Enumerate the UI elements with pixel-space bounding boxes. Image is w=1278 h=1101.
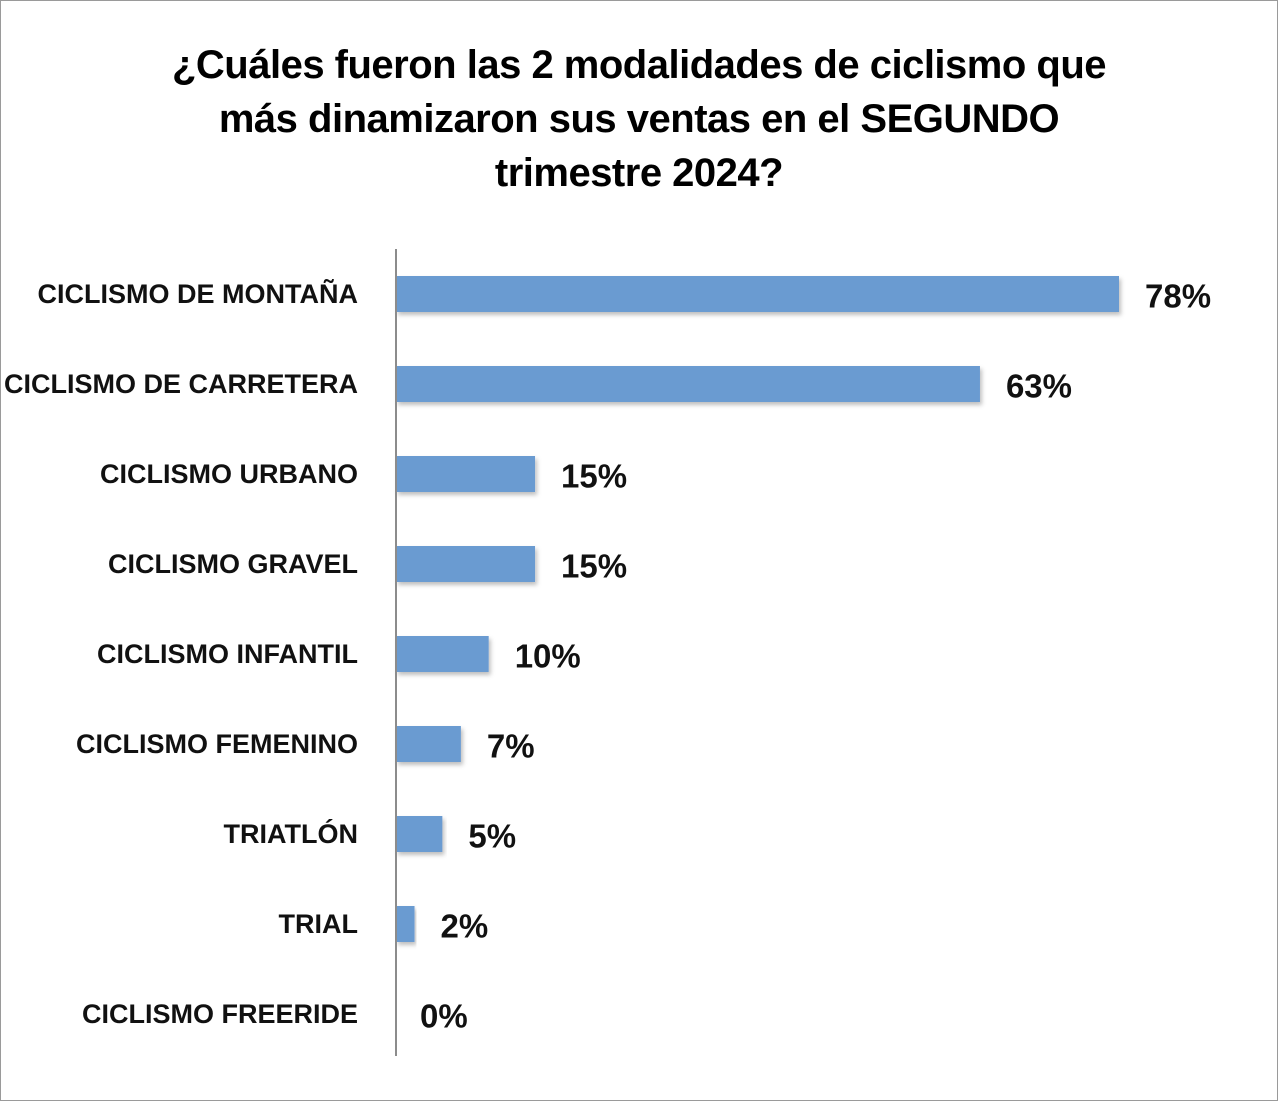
bars-group <box>396 276 1119 942</box>
value-label-1: 78% <box>1145 278 1211 315</box>
bar-7 <box>396 816 443 852</box>
bar-4 <box>396 546 536 582</box>
bar-8 <box>396 906 415 942</box>
category-labels: CICLISMO DE MONTAÑA CICLISMO DE CARRETERA… <box>4 278 358 1029</box>
bar-5 <box>396 636 489 672</box>
category-label-7: TRIATLÓN <box>224 818 358 849</box>
chart-title-line-1: ¿Cuáles fueron las 2 modalidades de cicl… <box>171 43 1107 87</box>
bar-2 <box>396 366 980 402</box>
chart-title-line-3: trimestre 2024? <box>494 151 784 195</box>
category-label-6: CICLISMO FEMENINO <box>76 729 358 759</box>
bar-6 <box>396 726 461 762</box>
category-label-9: CICLISMO FREERIDE <box>82 999 358 1029</box>
value-label-7: 5% <box>468 818 516 855</box>
value-label-8: 2% <box>441 908 489 945</box>
bar-3 <box>396 456 536 492</box>
category-label-5: CICLISMO INFANTIL <box>97 639 358 669</box>
category-label-1: CICLISMO DE MONTAÑA <box>38 278 358 309</box>
value-label-9: 0% <box>420 998 468 1035</box>
category-label-3: CICLISMO URBANO <box>100 459 358 489</box>
category-label-2: CICLISMO DE CARRETERA <box>4 369 358 399</box>
category-label-4: CICLISMO GRAVEL <box>108 549 358 579</box>
bar-1 <box>396 276 1119 312</box>
chart-title-line-2: más dinamizaron sus ventas en el SEGUNDO <box>218 97 1060 141</box>
value-label-2: 63% <box>1006 368 1072 405</box>
category-label-8: TRIAL <box>279 909 358 939</box>
value-label-3: 15% <box>561 458 627 495</box>
value-label-5: 10% <box>515 638 581 675</box>
value-label-6: 7% <box>487 728 535 765</box>
value-labels: 78% 63% 15% 15% 10% 7% 5% 2% 0% <box>420 278 1211 1035</box>
value-label-4: 15% <box>561 548 627 585</box>
chart-title: ¿Cuáles fueron las 2 modalidades de cicl… <box>0 38 1278 200</box>
